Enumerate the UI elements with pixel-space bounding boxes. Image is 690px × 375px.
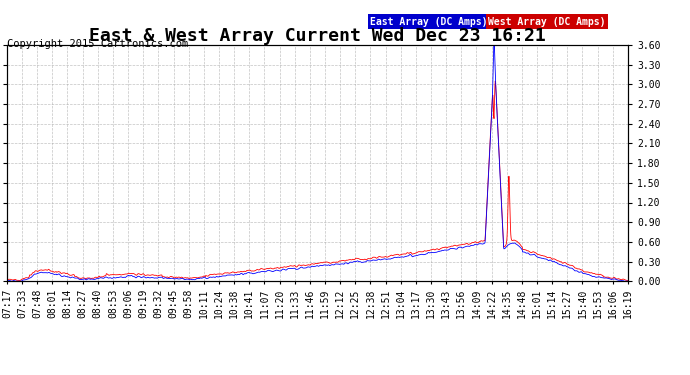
Text: East Array (DC Amps): East Array (DC Amps) <box>370 17 488 27</box>
Text: Copyright 2015 Cartronics.com: Copyright 2015 Cartronics.com <box>7 39 188 50</box>
Text: West Array (DC Amps): West Array (DC Amps) <box>489 17 606 27</box>
Title: East & West Array Current Wed Dec 23 16:21: East & West Array Current Wed Dec 23 16:… <box>89 27 546 45</box>
